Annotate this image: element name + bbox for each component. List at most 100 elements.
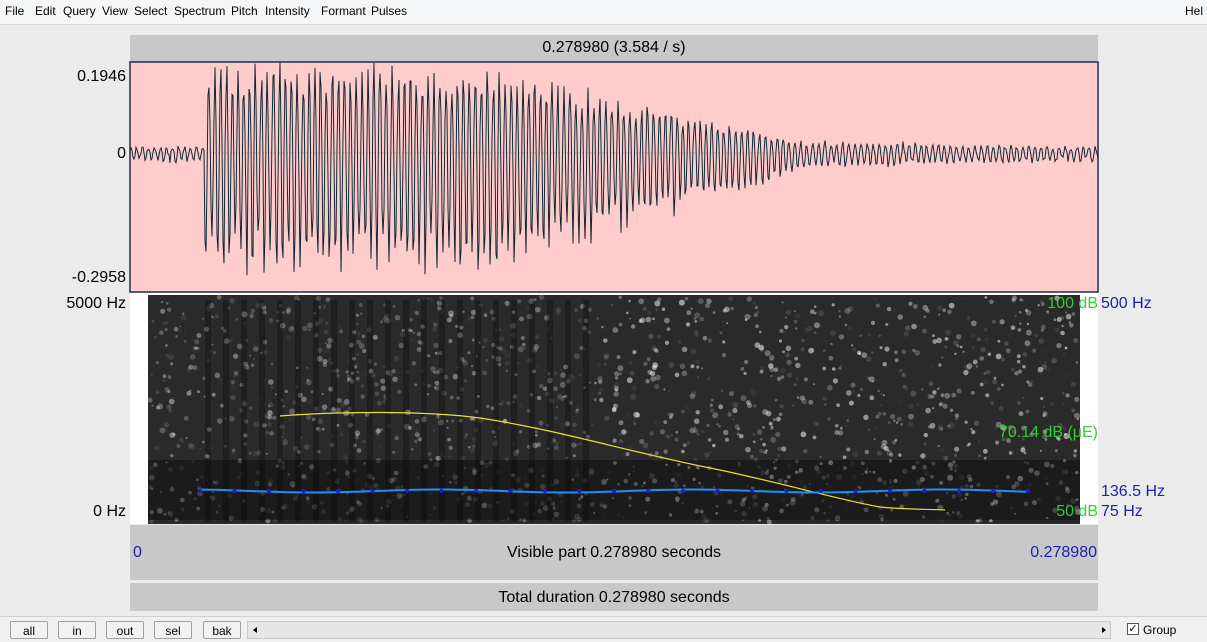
spectrogram-speck	[743, 370, 748, 375]
spectrogram-speck	[510, 332, 516, 338]
spectrogram-speck	[534, 430, 538, 434]
spectrogram-speck	[538, 303, 541, 306]
spectrogram-speck	[650, 345, 657, 352]
group-checkbox[interactable]: ✓	[1127, 623, 1139, 635]
spectrogram-speck	[645, 316, 652, 323]
menu-item[interactable]: Pitch	[231, 4, 258, 18]
spectrogram-speck	[463, 379, 468, 383]
spectrogram-speck	[532, 347, 538, 353]
spectrogram-speck	[966, 316, 971, 320]
spectrogram-speck	[888, 459, 893, 463]
spectrogram-speck	[826, 417, 832, 422]
menu-item[interactable]: View	[102, 4, 128, 18]
spectrogram-speck	[769, 426, 774, 430]
menu-item[interactable]: Select	[134, 4, 168, 18]
total-bar[interactable]	[130, 583, 1098, 611]
spectrogram-speck	[368, 484, 374, 490]
spectrogram-speck	[886, 306, 892, 312]
spectrogram-speck	[352, 443, 357, 448]
button[interactable]: out	[106, 621, 144, 639]
spectrogram-speck	[486, 404, 490, 409]
spectrogram-speck	[262, 310, 267, 315]
button[interactable]: bak	[203, 621, 241, 639]
spectrogram-speck	[1045, 516, 1049, 520]
button[interactable]: all	[10, 621, 48, 639]
spectrogram-speck	[699, 316, 705, 322]
spectrogram-speck	[195, 478, 200, 482]
spectrogram-speck	[333, 468, 337, 472]
spectrogram-speck	[877, 477, 883, 482]
spectrogram-speck	[260, 507, 265, 512]
spectrogram-speck	[1008, 333, 1012, 337]
menu-item[interactable]: Intensity	[265, 4, 310, 18]
spectrogram-speck	[414, 428, 419, 433]
spectrogram-speck	[452, 474, 459, 480]
spectrogram-speck	[716, 423, 719, 426]
spectrogram-speck	[535, 306, 541, 313]
spectrogram-speck	[564, 394, 568, 398]
spectrogram-speck	[838, 310, 841, 313]
spectrogram-speck	[574, 443, 579, 447]
spectrogram-speck	[942, 403, 948, 409]
spectrogram-speck	[189, 354, 196, 360]
spectrogram-speck	[893, 478, 898, 483]
spectrogram-speck	[828, 504, 833, 509]
spectrogram-speck	[768, 363, 774, 369]
spectrogram-speck	[874, 297, 879, 302]
scrollbar[interactable]	[247, 621, 1111, 639]
scroll-right[interactable]	[1102, 627, 1106, 633]
spectrogram-speck	[417, 298, 420, 302]
pitch-point	[991, 488, 996, 494]
spectrogram-speck	[471, 436, 478, 443]
visible-bar[interactable]	[130, 525, 1098, 580]
spectrogram-speck	[420, 324, 425, 329]
spectrogram-speck	[880, 517, 884, 521]
spectrogram-speck	[744, 359, 749, 365]
spectrogram-speck	[354, 430, 361, 437]
scroll-left[interactable]	[253, 627, 257, 633]
spectrogram-speck	[659, 429, 665, 435]
spectrogram-speck	[590, 423, 594, 427]
spectrogram-speck	[627, 446, 632, 450]
pitch-min-label: 75 Hz	[1101, 503, 1143, 520]
spectrogram-speck	[210, 495, 216, 501]
spectrogram-speck	[262, 423, 267, 428]
menu-item[interactable]: Query	[63, 4, 96, 18]
menu-item[interactable]: Hel	[1185, 4, 1204, 18]
spectrogram-speck	[689, 393, 695, 400]
spectrogram-speck	[280, 460, 285, 465]
spectrogram-speck	[1011, 298, 1016, 303]
spectrogram-speck	[196, 506, 201, 511]
spectrogram-speck	[417, 433, 420, 436]
menu-item[interactable]: Pulses	[371, 4, 408, 18]
menu-item[interactable]: Spectrum	[174, 4, 226, 18]
spectrogram-speck	[1024, 308, 1029, 313]
spectrogram-speck	[966, 443, 970, 447]
spectrogram-speck	[434, 380, 440, 386]
spectrogram-speck	[352, 469, 357, 473]
spectrogram-speck	[960, 498, 963, 501]
spectrogram-speck	[765, 449, 768, 452]
button[interactable]: sel	[154, 621, 192, 639]
spectrogram-speck	[349, 506, 355, 512]
spectrogram-speck	[498, 328, 502, 331]
spectrogram-speck	[403, 423, 410, 430]
spectrogram-speck	[148, 485, 153, 490]
spectrogram-speck	[963, 369, 969, 376]
spectrogram-speck	[762, 506, 768, 512]
spectrogram-speck	[756, 429, 763, 435]
button[interactable]: in	[58, 621, 96, 639]
spectrogram-speck	[358, 343, 365, 349]
menu-item[interactable]: Formant	[321, 4, 366, 18]
spectrogram-speck	[985, 337, 989, 341]
menu-item[interactable]: Edit	[35, 4, 56, 18]
spectrogram-speck	[800, 431, 807, 438]
spectrogram-speck	[1009, 433, 1013, 438]
selection-bar[interactable]	[130, 35, 1098, 62]
menu-item[interactable]: File	[5, 4, 25, 18]
spectrogram-speck	[1042, 434, 1047, 440]
spectrogram-speck	[363, 462, 366, 465]
spectrogram-speck	[954, 446, 960, 452]
spectrogram-speck	[212, 481, 216, 484]
spectrogram-speck	[168, 409, 172, 412]
